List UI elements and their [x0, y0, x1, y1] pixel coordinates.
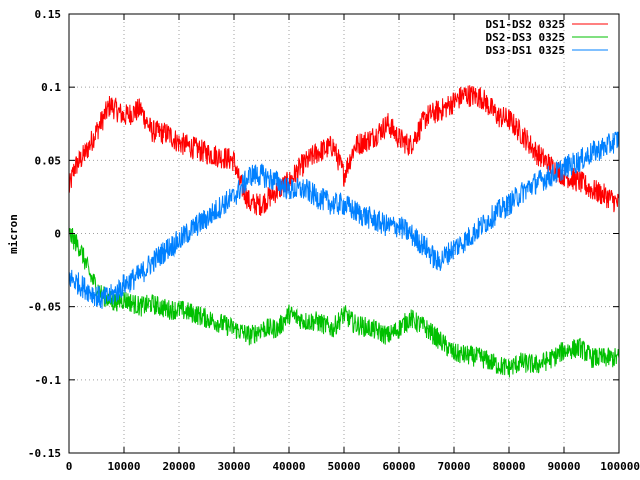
x-tick-label: 10000	[107, 460, 140, 473]
y-tick-label: 0.1	[41, 81, 61, 94]
series-line-1	[68, 85, 620, 216]
x-tick-label: 100000	[600, 460, 640, 473]
legend-label-2: DS2-DS3 0325	[486, 31, 565, 44]
legend-label-3: DS3-DS1 0325	[486, 44, 565, 57]
y-tick-label: -0.1	[35, 374, 62, 387]
series-line-3	[68, 131, 620, 309]
y-axis-label: micron	[7, 214, 20, 254]
legend-label-1: DS1-DS2 0325	[486, 18, 565, 31]
y-tick-label: -0.15	[28, 447, 61, 460]
x-tick-label: 0	[66, 460, 73, 473]
x-tick-label: 30000	[217, 460, 250, 473]
y-tick-label: 0.15	[35, 8, 62, 21]
x-tick-label: 60000	[382, 460, 415, 473]
y-tick-label: 0.05	[35, 154, 62, 167]
x-tick-label: 70000	[437, 460, 470, 473]
x-tick-label: 40000	[272, 460, 305, 473]
plot-frame	[68, 13, 620, 454]
x-tick-label: 50000	[327, 460, 360, 473]
ticks: 0 10000 20000 30000 40000 50000 60000 70000 8000…	[28, 8, 640, 473]
y-tick-label: -0.05	[28, 301, 61, 314]
series-line-2	[68, 227, 620, 378]
grid	[69, 14, 619, 453]
series-group	[68, 85, 620, 378]
y-tick-label: 0	[54, 228, 61, 241]
x-tick-label: 20000	[162, 460, 195, 473]
x-tick-label: 80000	[492, 460, 525, 473]
x-tick-label: 90000	[547, 460, 580, 473]
